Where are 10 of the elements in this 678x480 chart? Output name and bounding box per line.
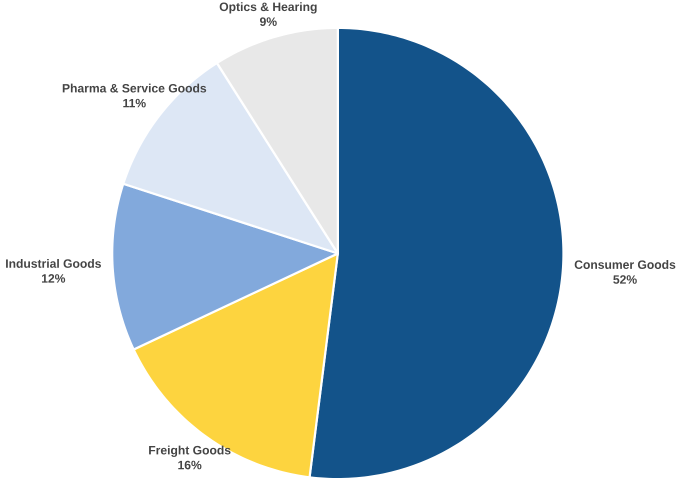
slice-label: Industrial Goods [6, 258, 101, 268]
data-label: 11% [123, 98, 146, 108]
slice-label: Optics & Hearing [220, 2, 317, 14]
data-label: 9% [260, 17, 277, 26]
data-label: 52% [613, 275, 637, 284]
data-label: 12% [42, 274, 66, 283]
data-label: 16% [178, 460, 202, 470]
slice-label: Pharma & Service Goods [62, 84, 206, 92]
slice-label: Consumer Goods [574, 260, 676, 269]
slice-label: Freight Goods [149, 445, 231, 457]
